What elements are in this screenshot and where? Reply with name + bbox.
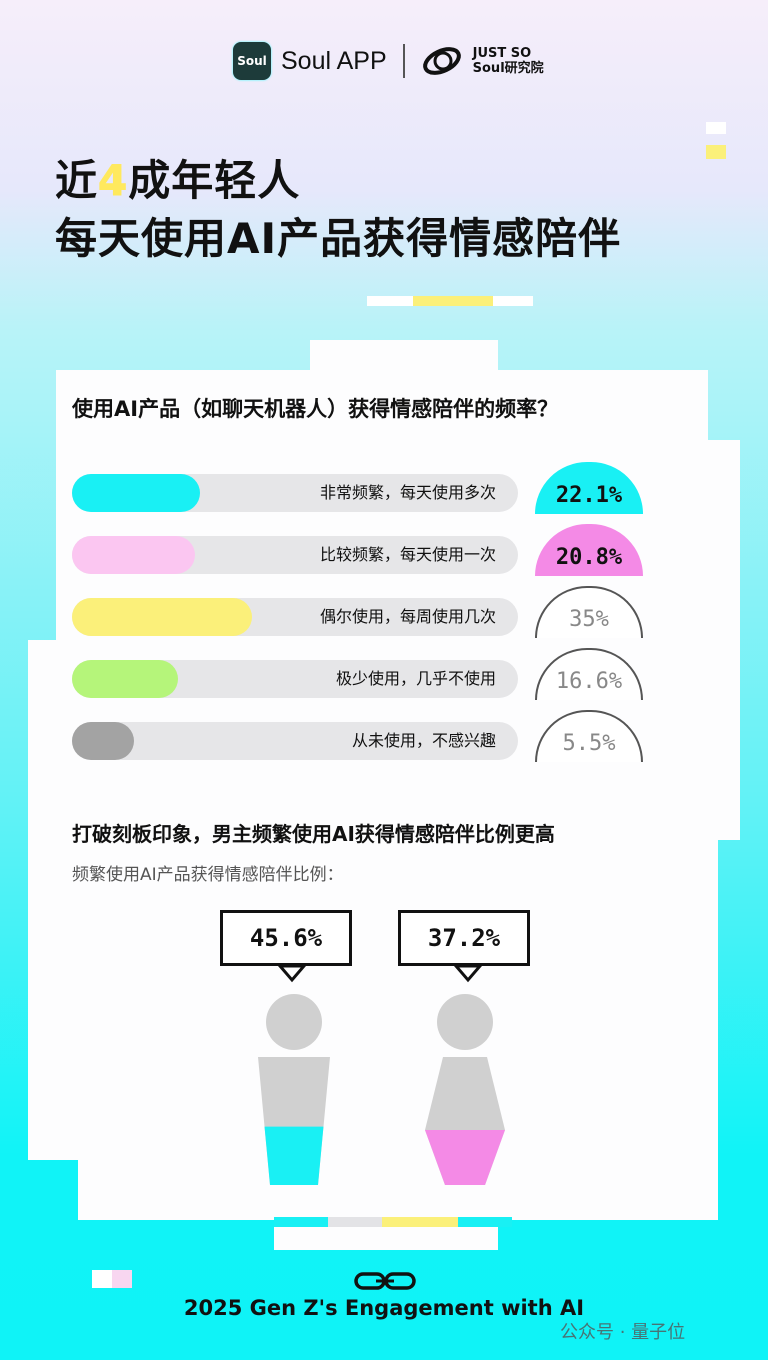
female-value-bubble: 37.2% bbox=[398, 910, 530, 966]
bar-track: 偶尔使用，每周使用几次 bbox=[72, 598, 518, 636]
bar-label: 比较频繁，每天使用一次 bbox=[319, 545, 496, 564]
bar-track: 从未使用，不感兴趣 bbox=[72, 722, 518, 760]
deco-pixel bbox=[92, 1270, 132, 1288]
bubble-tail bbox=[452, 964, 484, 983]
bar-fill bbox=[72, 660, 179, 698]
section-subtitle: 频繁使用AI产品获得情感陪伴比例： bbox=[72, 865, 344, 885]
bar-track: 比较频繁，每天使用一次 bbox=[72, 536, 518, 574]
deco-bar bbox=[382, 1217, 458, 1227]
deco-bar bbox=[274, 1217, 328, 1227]
bar-fill bbox=[72, 536, 196, 574]
female-fill bbox=[425, 1130, 505, 1185]
male-head bbox=[266, 994, 322, 1050]
title-text: 近 bbox=[55, 156, 99, 205]
page-title: 近4成年轻人 每天使用AI产品获得情感陪伴 bbox=[55, 152, 621, 268]
bar-track: 极少使用，几乎不使用 bbox=[72, 660, 518, 698]
deco-pixel bbox=[706, 145, 726, 159]
deco-bar bbox=[367, 296, 413, 306]
chain-link-icon bbox=[354, 1272, 416, 1290]
brand-name: Soul APP bbox=[281, 46, 387, 75]
deco-bar bbox=[493, 296, 533, 306]
bubble-tail bbox=[276, 964, 308, 983]
watermark: 公众号 · 量子位 bbox=[560, 1322, 686, 1343]
bar-fill bbox=[72, 474, 201, 512]
female-head bbox=[437, 994, 493, 1050]
divider bbox=[402, 44, 405, 78]
title-text: 成年轻人 bbox=[128, 156, 301, 205]
section-title: 打破刻板印象，男主频繁使用AI获得情感陪伴比例更高 bbox=[72, 822, 555, 846]
bar-fill bbox=[72, 722, 134, 760]
bar-track: 非常频繁，每天使用多次 bbox=[72, 474, 518, 512]
institute-line2: Soul研究院 bbox=[472, 61, 544, 76]
logo-header: Soul Soul APP JUST SO Soul研究院 bbox=[233, 38, 544, 84]
deco-bar bbox=[458, 1217, 512, 1227]
value-badge: 22.1% bbox=[535, 462, 643, 514]
bar-label: 从未使用，不感兴趣 bbox=[351, 731, 496, 750]
deco-bar bbox=[413, 296, 493, 306]
soul-app-icon: Soul bbox=[233, 42, 271, 80]
gender-figures bbox=[258, 964, 505, 1185]
institute-line1: JUST SO bbox=[472, 46, 532, 61]
deco-bar bbox=[328, 1217, 382, 1227]
male-fill bbox=[264, 1126, 324, 1185]
bar-fill bbox=[72, 598, 252, 636]
bar-label: 极少使用，几乎不使用 bbox=[335, 669, 496, 688]
male-value-bubble: 45.6% bbox=[220, 910, 352, 966]
institute-name: JUST SO Soul研究院 bbox=[473, 46, 544, 76]
question-title: 使用AI产品（如聊天机器人）获得情感陪伴的频率？ bbox=[72, 397, 559, 421]
orbit-logo-icon bbox=[422, 47, 461, 75]
bar-label: 偶尔使用，每周使用几次 bbox=[319, 607, 496, 626]
title-highlight: 4 bbox=[98, 156, 129, 206]
title-line2: 每天使用AI产品获得情感陪伴 bbox=[55, 214, 622, 263]
bar-label: 非常频繁，每天使用多次 bbox=[319, 483, 496, 502]
deco-pixel bbox=[706, 122, 726, 134]
footer-caption: 2025 Gen Z's Engagement with AI bbox=[183, 1296, 585, 1320]
